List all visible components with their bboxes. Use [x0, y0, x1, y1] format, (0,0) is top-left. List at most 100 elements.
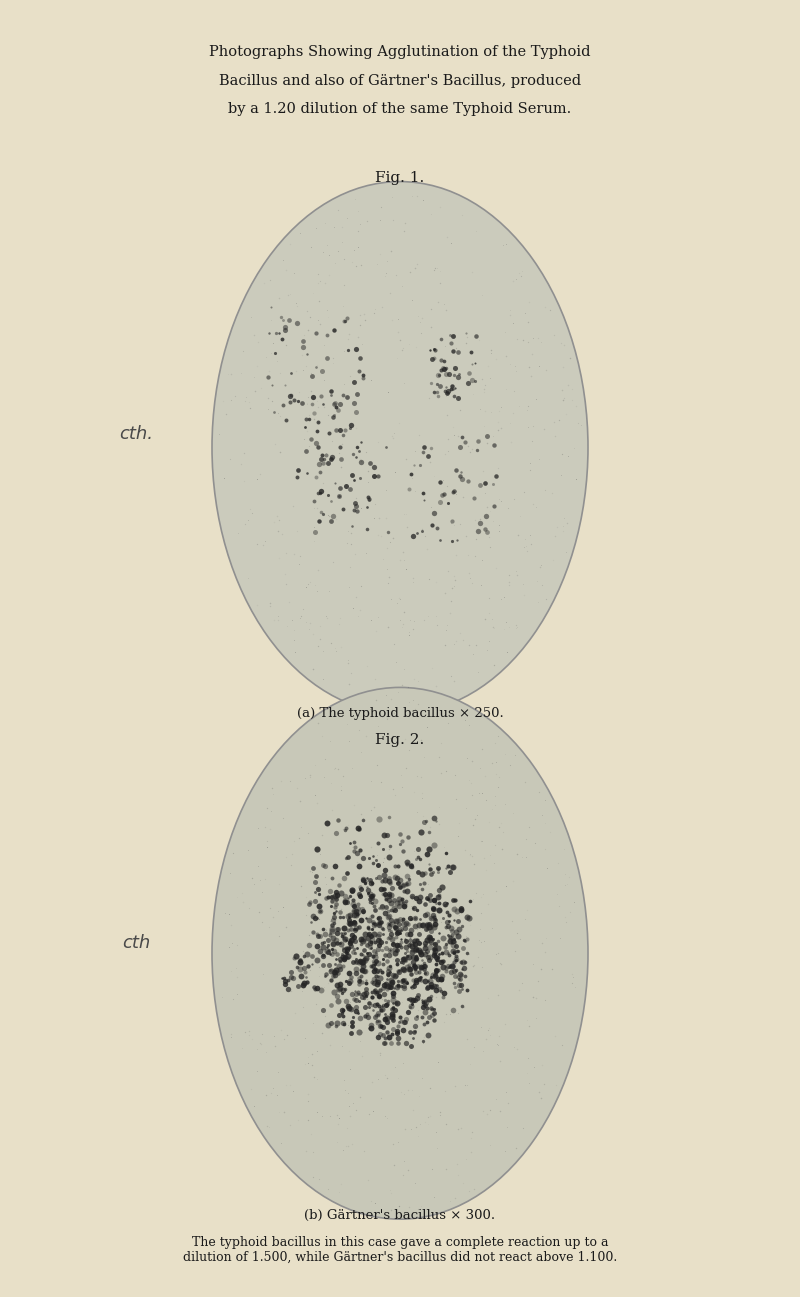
Point — [462, 545, 474, 565]
Point — [371, 961, 384, 982]
Point — [381, 1008, 394, 1029]
Point — [387, 633, 400, 654]
Point — [302, 894, 315, 914]
Point — [294, 608, 306, 629]
Point — [404, 958, 417, 979]
Point — [446, 1000, 459, 1021]
Point — [364, 891, 377, 912]
Point — [378, 883, 391, 904]
Point — [296, 942, 309, 962]
Point — [347, 912, 360, 933]
Point — [411, 847, 424, 868]
Point — [413, 939, 426, 960]
Point — [402, 878, 415, 899]
Point — [308, 882, 321, 903]
Point — [377, 839, 390, 860]
Point — [569, 977, 582, 997]
Point — [313, 511, 326, 532]
Point — [558, 388, 570, 409]
Point — [383, 728, 396, 748]
Point — [538, 990, 551, 1010]
Point — [383, 944, 396, 965]
Point — [405, 909, 418, 930]
Point — [394, 834, 406, 855]
Point — [445, 961, 458, 982]
Point — [427, 899, 440, 920]
Point — [445, 332, 458, 353]
Point — [230, 983, 243, 1004]
Point — [393, 869, 406, 890]
Point — [442, 910, 455, 931]
Point — [411, 885, 424, 905]
Point — [407, 931, 420, 952]
Point — [333, 485, 346, 506]
Point — [518, 302, 531, 323]
Point — [431, 518, 444, 538]
Point — [301, 463, 314, 484]
Point — [446, 530, 458, 551]
Point — [418, 962, 431, 983]
Point — [276, 309, 289, 329]
Point — [390, 940, 403, 961]
Point — [398, 960, 410, 981]
Point — [499, 1082, 512, 1102]
Point — [427, 942, 440, 962]
Point — [398, 918, 411, 939]
Point — [318, 856, 331, 877]
Point — [507, 313, 520, 333]
Point — [349, 837, 362, 857]
Point — [351, 898, 364, 918]
Point — [379, 896, 392, 917]
Point — [422, 888, 434, 909]
Point — [398, 1012, 411, 1032]
Point — [397, 1165, 410, 1185]
Point — [428, 1187, 441, 1208]
Point — [358, 1006, 371, 1027]
Point — [359, 442, 372, 463]
Point — [284, 392, 297, 412]
Point — [421, 940, 434, 961]
Point — [342, 577, 355, 598]
Point — [399, 559, 412, 580]
Point — [375, 870, 388, 891]
Point — [384, 689, 397, 709]
Point — [432, 892, 445, 913]
Point — [306, 861, 318, 882]
Point — [454, 623, 466, 643]
Point — [377, 948, 390, 969]
Point — [321, 485, 334, 506]
Point — [474, 429, 486, 450]
Point — [442, 916, 454, 936]
Point — [428, 340, 441, 361]
Point — [351, 852, 364, 873]
Point — [328, 907, 341, 927]
Point — [379, 931, 392, 952]
Point — [558, 335, 570, 355]
Point — [326, 921, 338, 942]
Point — [371, 1069, 384, 1089]
Point — [361, 519, 374, 540]
Point — [368, 973, 381, 994]
Point — [400, 971, 413, 992]
Point — [430, 960, 442, 981]
Point — [503, 305, 516, 326]
Point — [337, 1000, 350, 1021]
Point — [421, 874, 434, 895]
Point — [514, 506, 526, 527]
Point — [522, 1016, 535, 1036]
Point — [452, 425, 465, 446]
Point — [469, 220, 482, 241]
Point — [428, 890, 441, 910]
Point — [335, 899, 348, 920]
Point — [534, 556, 546, 577]
Point — [357, 809, 370, 830]
Point — [335, 232, 348, 253]
Point — [418, 969, 430, 990]
Point — [373, 983, 386, 1004]
Point — [382, 913, 395, 934]
Point — [343, 1096, 356, 1117]
Point — [553, 896, 566, 917]
Point — [489, 795, 502, 816]
Point — [228, 385, 241, 406]
Point — [350, 501, 363, 521]
